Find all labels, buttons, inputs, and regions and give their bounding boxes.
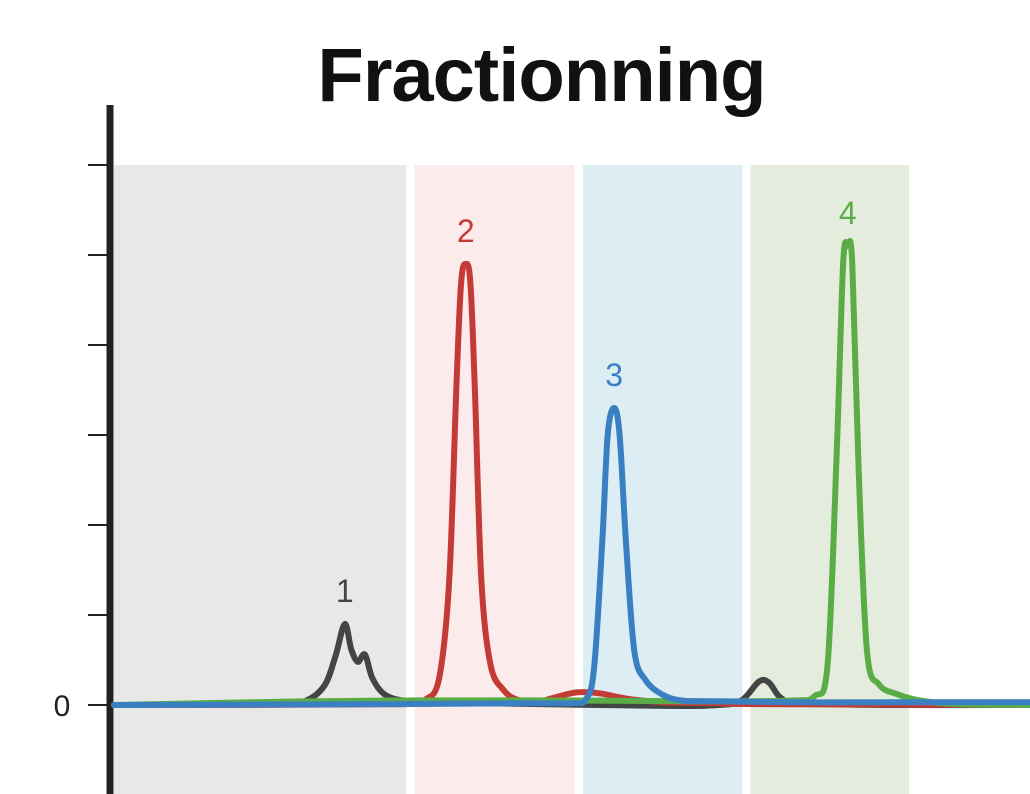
peak-label-4: 4 [839, 195, 857, 231]
peak-label-3: 3 [605, 357, 623, 393]
chromatogram-lines [111, 237, 1030, 710]
chart-title: Fractionning [317, 33, 766, 118]
series-line-3 [111, 405, 1030, 708]
peak-label-1: 1 [336, 573, 354, 609]
peak-label-2: 2 [457, 213, 475, 249]
fraction-band-3 [582, 165, 743, 794]
fraction-band-1 [114, 165, 407, 794]
y-tick-label: 0 [54, 690, 71, 723]
y-axis: 0 [54, 105, 114, 794]
fraction-band-2 [414, 165, 575, 794]
peak-labels: 1 2 4 3 [336, 195, 857, 609]
